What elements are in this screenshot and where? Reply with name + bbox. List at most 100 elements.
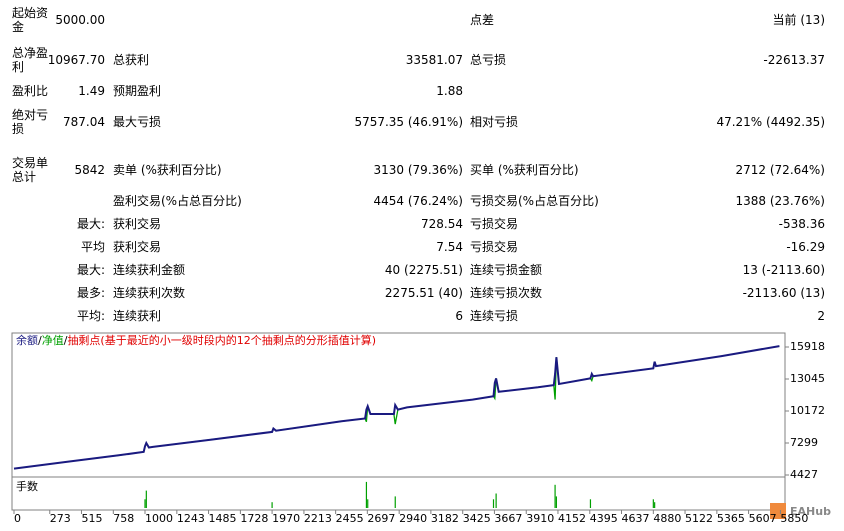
value: 1.49 xyxy=(78,84,105,98)
label: 总获利 xyxy=(113,53,150,67)
value: 3130 (79.36%) xyxy=(373,163,463,177)
x-tick-label: 1000 xyxy=(145,512,173,525)
label: 亏损交易 xyxy=(470,217,519,231)
y-tick-label: 13045 xyxy=(790,372,825,385)
label: 亏损交易(%占总百分比) xyxy=(470,194,599,208)
value: 33581.07 xyxy=(405,53,463,67)
x-tick-label: 5365 xyxy=(717,512,745,525)
x-tick-label: 3667 xyxy=(494,512,522,525)
volume-label: 手数 xyxy=(16,479,38,493)
label: 连续获利金额 xyxy=(113,263,186,277)
x-tick-label: 5122 xyxy=(685,512,713,525)
value: 当前 (13) xyxy=(772,13,825,27)
value: 1.88 xyxy=(436,84,463,98)
label: 获利交易 xyxy=(113,240,162,254)
label: 买单 (%获利百分比) xyxy=(470,163,579,177)
label: 连续亏损 xyxy=(470,309,519,323)
label: 绝对亏损 xyxy=(12,108,49,136)
x-tick-label: 5850 xyxy=(780,512,808,525)
legend: 余额/净值/抽剩点(基于最近的小一级时段内的12个抽剩点的分形插值计算) xyxy=(16,333,376,347)
value: 2 xyxy=(817,309,825,323)
label: 连续亏损金额 xyxy=(470,263,543,277)
x-tick-label: 3182 xyxy=(431,512,459,525)
y-tick-label: 10172 xyxy=(790,404,825,417)
volume-bar xyxy=(652,499,654,508)
legend-entry: / xyxy=(64,334,68,347)
value: 10967.70 xyxy=(47,53,105,67)
value: 5842 xyxy=(74,163,105,177)
label: 交易单总计 xyxy=(12,156,49,184)
value: -22613.37 xyxy=(763,53,825,67)
label: 起始资金 xyxy=(12,6,49,34)
x-tick-label: 3425 xyxy=(463,512,491,525)
volume-bar xyxy=(554,484,556,508)
volume-bar xyxy=(492,499,495,508)
label: 最大: xyxy=(76,217,105,231)
value: 7.54 xyxy=(436,240,463,254)
label: 平均: xyxy=(76,309,105,323)
value: -2113.60 (13) xyxy=(742,286,825,300)
value: 2712 (72.64%) xyxy=(735,163,825,177)
y-tick-label: 15918 xyxy=(790,340,825,353)
x-tick-label: 5607 xyxy=(749,512,777,525)
x-tick-label: 4880 xyxy=(653,512,681,525)
x-tick-label: 758 xyxy=(113,512,134,525)
logo xyxy=(770,503,786,519)
x-tick-label: 2213 xyxy=(304,512,332,525)
value: 787.04 xyxy=(63,115,105,129)
value: 13 (-2113.60) xyxy=(742,263,825,277)
label: 盈利交易(%占总百分比) xyxy=(113,194,242,208)
label: 平均 xyxy=(80,240,105,254)
value: 1388 (23.76%) xyxy=(735,194,825,208)
volume-bar xyxy=(495,493,497,508)
x-tick-label: 3910 xyxy=(526,512,554,525)
x-tick-label: 0 xyxy=(14,512,21,525)
y-tick-label: 7299 xyxy=(790,436,818,449)
label: 总净盈利 xyxy=(12,46,49,74)
label: 点差 xyxy=(470,13,495,27)
x-tick-label: 1728 xyxy=(240,512,268,525)
volume-bar xyxy=(271,502,273,508)
x-tick-label: 2940 xyxy=(399,512,427,525)
label: 最多: xyxy=(76,286,105,300)
value: -538.36 xyxy=(778,217,825,231)
volume-bar xyxy=(394,496,396,508)
x-tick-label: 2455 xyxy=(336,512,364,525)
volume-bar xyxy=(654,502,656,508)
label: 卖单 (%获利百分比) xyxy=(113,163,222,177)
series-line xyxy=(13,345,780,470)
x-tick-label: 1485 xyxy=(209,512,237,525)
volume-bar xyxy=(367,499,369,508)
x-tick-label: 4637 xyxy=(621,512,649,525)
volume-bar xyxy=(145,490,147,508)
volume-bar xyxy=(144,499,146,508)
volume-bar xyxy=(589,499,592,508)
label: 盈利比 xyxy=(12,84,49,98)
label: 相对亏损 xyxy=(470,115,519,129)
x-tick-label: 4152 xyxy=(558,512,586,525)
value: 5000.00 xyxy=(55,13,105,27)
label: 获利交易 xyxy=(113,217,162,231)
legend-entry: 抽剩点(基于最近的小一级时段内的12个抽剩点的分形插值计算) xyxy=(67,333,376,347)
value: 4454 (76.24%) xyxy=(373,194,463,208)
x-tick-label: 4395 xyxy=(590,512,618,525)
x-tick-label: 515 xyxy=(81,512,102,525)
legend-entry: 余额 xyxy=(16,333,38,347)
label: 连续亏损次数 xyxy=(470,286,543,300)
value: 5757.35 (46.91%) xyxy=(354,115,463,129)
value: 47.21% (4492.35) xyxy=(716,115,825,129)
x-tick-label: 273 xyxy=(50,512,71,525)
watermark: EAHub xyxy=(790,505,831,518)
label: 最大: xyxy=(76,263,105,277)
label: 最大亏损 xyxy=(113,115,162,129)
x-tick-label: 2697 xyxy=(367,512,395,525)
x-tick-label: 1970 xyxy=(272,512,300,525)
volume-bar xyxy=(555,496,557,508)
value: 728.54 xyxy=(421,217,463,231)
label: 亏损交易 xyxy=(470,240,519,254)
label: 总亏损 xyxy=(470,53,507,67)
value: 40 (2275.51) xyxy=(384,263,463,277)
chart-frame xyxy=(11,332,786,511)
